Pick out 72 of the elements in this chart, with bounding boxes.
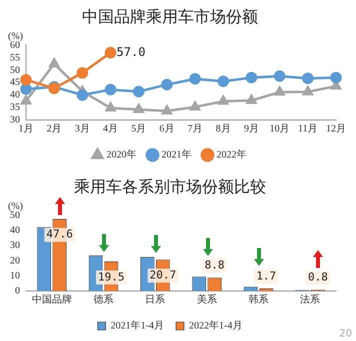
point <box>190 101 200 111</box>
data-label: 47.6 <box>46 228 73 241</box>
y-tick-label: 40 <box>10 224 20 236</box>
data-label: 57.0 <box>116 44 146 59</box>
data-label: 1.7 <box>256 269 276 282</box>
y-axis-title: (%) <box>8 200 23 212</box>
point <box>218 76 230 88</box>
x-tick-label: 6月 <box>159 124 174 135</box>
x-tick-label: 德系 <box>94 294 114 306</box>
legend-label: 2020年 <box>106 148 136 161</box>
point <box>76 67 88 79</box>
x-tick-label: 10月 <box>270 124 290 135</box>
y-axis-title: (%) <box>8 30 23 42</box>
point <box>20 74 32 86</box>
chart-title: 乘用车各系别市场份额比较 <box>74 176 266 196</box>
x-tick-label: 中国品牌 <box>32 294 72 306</box>
legend-label: 2022年1-4月 <box>189 320 242 332</box>
text: 20 <box>339 328 352 340</box>
legend-label: 2022年 <box>216 148 246 161</box>
point <box>302 86 313 96</box>
point <box>105 102 116 112</box>
data-label: 0.8 <box>308 270 328 284</box>
x-tick-label: 1月 <box>18 124 34 135</box>
point <box>20 95 32 105</box>
y-tick-label: 55 <box>10 52 20 64</box>
point <box>49 58 60 68</box>
x-tick-label: 5月 <box>131 124 146 135</box>
x-tick-label: 8月 <box>216 124 231 135</box>
y-tick-label: 35 <box>10 102 20 114</box>
point <box>274 86 285 96</box>
y-tick-label: 30 <box>10 240 20 252</box>
x-tick-label: 法系 <box>300 294 320 306</box>
data-label: 8.8 <box>204 258 225 272</box>
y-tick-label: 60 <box>10 40 20 51</box>
x-tick-label: 12月 <box>326 124 346 135</box>
y-tick-label: 45 <box>10 77 20 88</box>
point <box>330 72 342 84</box>
x-tick-label: 2月 <box>46 124 62 135</box>
y-tick-label: 30 <box>10 114 20 126</box>
point <box>218 96 228 105</box>
point <box>162 105 172 115</box>
y-tick-label: 50 <box>10 64 20 76</box>
x-tick-label: 9月 <box>244 124 259 135</box>
x-tick-label: 4月 <box>103 124 118 135</box>
chart-title: 中国品牌乘用车市场份额 <box>82 6 258 26</box>
x-tick-label: 日系 <box>145 294 166 306</box>
point <box>132 86 144 98</box>
x-tick-label: 韩系 <box>248 294 268 306</box>
x-tick-label: 3月 <box>74 124 90 135</box>
y-tick-label: 0 <box>15 286 20 297</box>
point <box>104 84 116 96</box>
y-tick-label: 50 <box>10 210 20 221</box>
point <box>189 73 201 85</box>
point <box>302 72 314 84</box>
legend-label: 2021年1-4月 <box>110 320 164 332</box>
y-tick-label: 10 <box>10 270 20 282</box>
x-tick-label: 7月 <box>188 124 203 135</box>
point <box>246 72 258 84</box>
point <box>104 46 116 58</box>
point <box>76 89 88 101</box>
x-tick-label: 美系 <box>196 294 217 306</box>
data-label: 19.5 <box>98 270 124 284</box>
x-tick-label: 11月 <box>298 124 318 135</box>
y-tick-label: 40 <box>10 90 20 101</box>
point <box>20 83 32 95</box>
point <box>274 70 286 82</box>
data-label: 20.7 <box>150 268 176 282</box>
point <box>161 78 173 90</box>
point <box>246 94 257 104</box>
y-tick-label: 20 <box>10 255 20 266</box>
legend-label: 2021年 <box>162 148 192 161</box>
point <box>134 104 144 114</box>
